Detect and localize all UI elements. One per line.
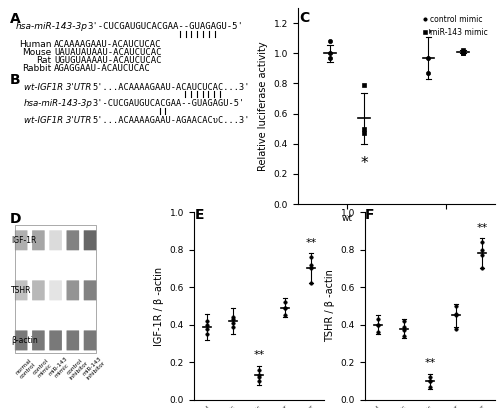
Text: IGF-1R: IGF-1R bbox=[12, 236, 37, 245]
FancyBboxPatch shape bbox=[50, 330, 62, 350]
Text: Rabbit: Rabbit bbox=[22, 64, 52, 73]
Text: 5'...ACAAAAGAAU-ACAUCUCAC...3': 5'...ACAAAAGAAU-ACAUCUCAC...3' bbox=[93, 82, 250, 91]
Text: C: C bbox=[299, 11, 309, 25]
Y-axis label: TSHR / β -actin: TSHR / β -actin bbox=[325, 270, 335, 342]
Text: normal
control: normal control bbox=[14, 357, 36, 380]
Text: Rat: Rat bbox=[36, 56, 52, 65]
Text: 3'-CUCGAUGUCACGAA--GUAGAGU-5': 3'-CUCGAUGUCACGAA--GUAGAGU-5' bbox=[88, 22, 243, 31]
Text: 3'-CUCGAUGUCACGAA--GUAGAGU-5': 3'-CUCGAUGUCACGAA--GUAGAGU-5' bbox=[93, 99, 245, 108]
Text: **: ** bbox=[254, 350, 264, 360]
Text: ACAAAAGAAU-ACAUCUCAC: ACAAAAGAAU-ACAUCUCAC bbox=[54, 40, 162, 49]
Text: miR-143
mimic: miR-143 mimic bbox=[47, 356, 72, 381]
FancyBboxPatch shape bbox=[15, 280, 28, 300]
Text: 5'...ACAAAAGAAU-AGAACACυC...3': 5'...ACAAAAGAAU-AGAACACυC...3' bbox=[93, 116, 250, 125]
Text: B: B bbox=[10, 73, 20, 87]
Y-axis label: Relative luciferase activity: Relative luciferase activity bbox=[258, 41, 268, 171]
Text: **: ** bbox=[476, 223, 488, 233]
Text: E: E bbox=[194, 208, 204, 222]
Text: hsa-miR-143-3p: hsa-miR-143-3p bbox=[16, 22, 88, 31]
Text: A: A bbox=[10, 12, 21, 26]
Text: hsa-miR-143-3p: hsa-miR-143-3p bbox=[24, 99, 92, 108]
FancyBboxPatch shape bbox=[15, 330, 28, 350]
Text: wt-IGF1R 3'UTR: wt-IGF1R 3'UTR bbox=[24, 82, 91, 91]
Text: TSHR: TSHR bbox=[12, 286, 32, 295]
Text: D: D bbox=[10, 212, 22, 226]
Text: **: ** bbox=[306, 238, 317, 248]
FancyBboxPatch shape bbox=[15, 230, 28, 251]
FancyBboxPatch shape bbox=[32, 280, 44, 300]
Bar bbox=[15, 225, 96, 353]
FancyBboxPatch shape bbox=[66, 280, 79, 300]
Text: AGAGGAAU-ACAUCUCAC: AGAGGAAU-ACAUCUCAC bbox=[54, 64, 151, 73]
Text: control
mimic: control mimic bbox=[32, 358, 54, 379]
Text: Mouse: Mouse bbox=[22, 48, 52, 57]
FancyBboxPatch shape bbox=[66, 330, 79, 350]
FancyBboxPatch shape bbox=[84, 230, 96, 251]
Text: UAUAUAUAAU-ACAUCUCAC: UAUAUAUAAU-ACAUCUCAC bbox=[54, 48, 162, 57]
Text: β-actin: β-actin bbox=[12, 336, 38, 345]
FancyBboxPatch shape bbox=[66, 230, 79, 251]
Y-axis label: IGF-1R / β -actin: IGF-1R / β -actin bbox=[154, 266, 164, 346]
FancyBboxPatch shape bbox=[84, 280, 96, 300]
FancyBboxPatch shape bbox=[50, 280, 62, 300]
Text: control
inhibitor: control inhibitor bbox=[64, 356, 90, 381]
FancyBboxPatch shape bbox=[84, 330, 96, 350]
Text: F: F bbox=[365, 208, 374, 222]
Text: miR-143
inhibitor: miR-143 inhibitor bbox=[82, 356, 106, 381]
Text: UGUGUAAAAU-ACAUCUCAC: UGUGUAAAAU-ACAUCUCAC bbox=[54, 56, 162, 65]
FancyBboxPatch shape bbox=[50, 230, 62, 251]
Text: wt-IGF1R 3'UTR: wt-IGF1R 3'UTR bbox=[24, 116, 91, 125]
Text: Human: Human bbox=[19, 40, 52, 49]
FancyBboxPatch shape bbox=[32, 330, 44, 350]
Text: **: ** bbox=[424, 358, 436, 368]
Legend: control mimic, miR-143 mimic: control mimic, miR-143 mimic bbox=[419, 12, 491, 40]
FancyBboxPatch shape bbox=[32, 230, 44, 251]
Text: *: * bbox=[360, 156, 368, 171]
